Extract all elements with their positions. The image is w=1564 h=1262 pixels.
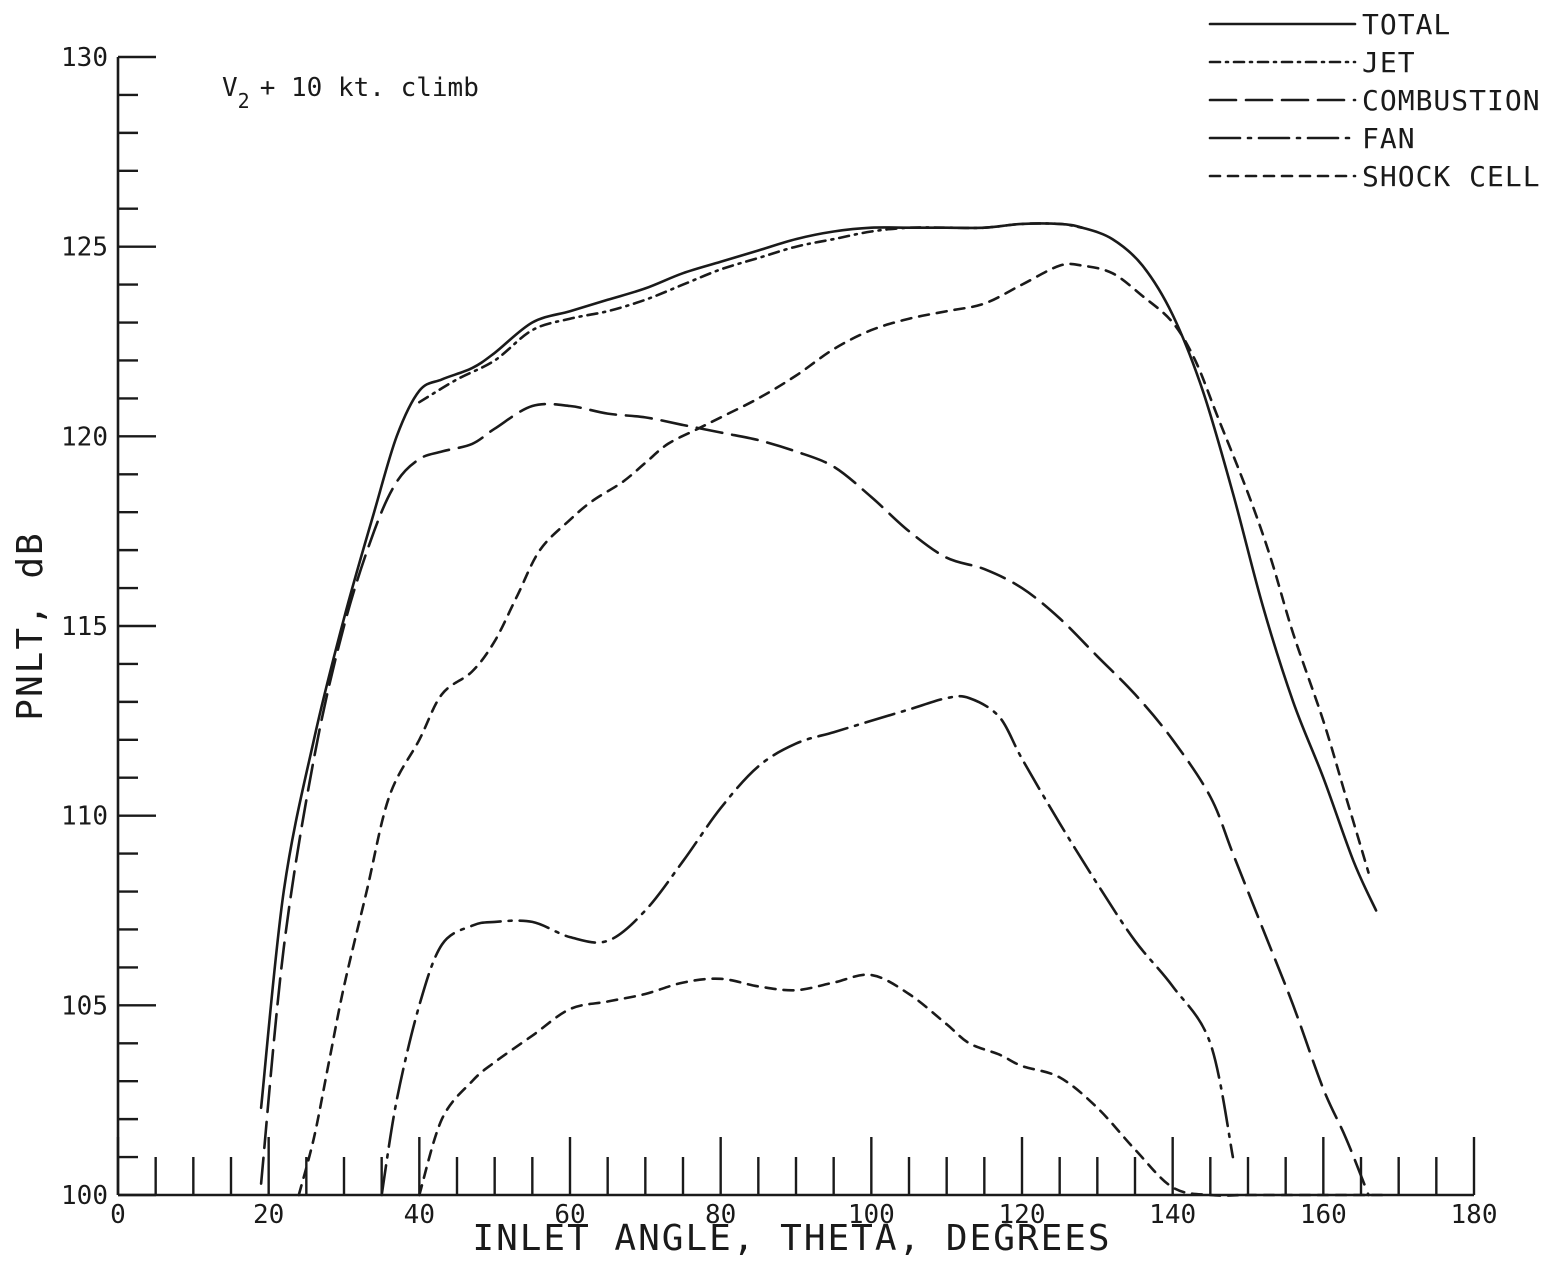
x-tick-label: 20: [253, 1200, 284, 1230]
y-tick-label: 120: [61, 422, 108, 452]
series-line-combustion: [259, 402, 1370, 1197]
x-tick-label: 0: [110, 1200, 126, 1230]
x-tick-label: 100: [848, 1200, 895, 1230]
legend-label: FAN: [1362, 122, 1416, 155]
y-tick-label: 125: [61, 233, 108, 263]
x-axis-title: INLET ANGLE, THETA, DEGREES: [472, 1218, 1111, 1259]
annotation-v: V: [222, 73, 238, 103]
series-lines: [259, 222, 1385, 1197]
x-tick-label: 120: [999, 1200, 1046, 1230]
y-tick-label: 130: [61, 43, 108, 73]
x-tick-label: 40: [404, 1200, 435, 1230]
y-ticks: 100 105 110 115 120 125 130: [61, 43, 156, 1211]
series-line-jet: [418, 222, 1084, 404]
x-tick-label: 60: [554, 1200, 585, 1230]
series-line-unlabeled: [297, 262, 1370, 1197]
x-ticks: 0 20 40 60 80 100 120 140 160 180: [110, 1137, 1497, 1230]
x-tick-label: 180: [1451, 1200, 1498, 1230]
x-tick-label: 140: [1149, 1200, 1196, 1230]
series-line-shock-cell: [418, 973, 1385, 1197]
legend-label: COMBUSTION: [1362, 84, 1541, 117]
annotation-rest: + 10 kt. climb: [260, 73, 479, 103]
legend: TOTAL JET COMBUSTION FAN SHOCK CELL: [1208, 8, 1541, 193]
series-line-total: [259, 222, 1378, 1110]
chart-axes: [116, 57, 1474, 1197]
chart-annotation: V2 + 10 kt. climb: [222, 73, 479, 113]
y-tick-label: 100: [61, 1181, 108, 1211]
legend-label: SHOCK CELL: [1362, 160, 1541, 193]
y-tick-label: 115: [61, 612, 108, 642]
y-tick-label: 110: [61, 802, 108, 832]
annotation-subscript: 2: [238, 89, 250, 113]
legend-label: JET: [1362, 46, 1416, 79]
legend-label: TOTAL: [1362, 8, 1451, 41]
y-axis-title: PNLT, dB: [10, 531, 51, 720]
x-tick-label: 80: [705, 1200, 736, 1230]
x-tick-label: 160: [1300, 1200, 1347, 1230]
series-line-fan: [380, 694, 1235, 1197]
y-tick-label: 105: [61, 991, 108, 1021]
